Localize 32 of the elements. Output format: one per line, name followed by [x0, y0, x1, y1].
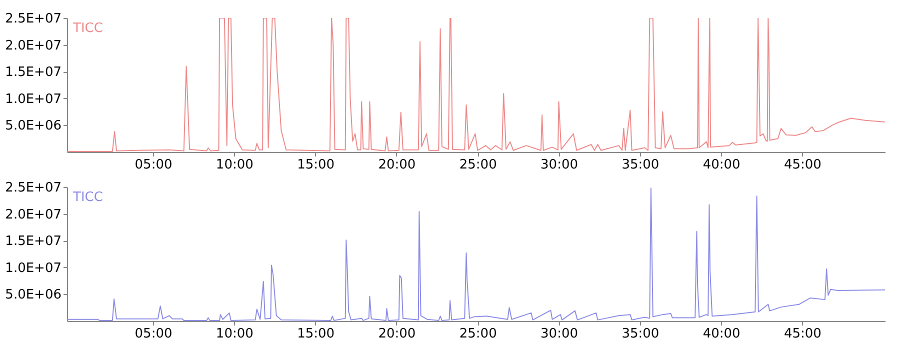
x-tick-label: 05:00	[134, 326, 172, 342]
x-tick-label: 05:00	[134, 158, 172, 172]
line-series	[67, 18, 885, 152]
y-tick-label: 2.0E+07	[5, 38, 62, 54]
y-tick-label: 2.0E+07	[5, 207, 62, 222]
y-tick-label: 5.0E+06	[5, 118, 62, 134]
text: TICC	[72, 190, 103, 205]
y-tick-label: 1.0E+07	[5, 92, 62, 107]
x-tick-label: 45:00	[784, 326, 822, 342]
x-tick-label: 25:00	[459, 326, 497, 342]
line-series	[67, 188, 885, 321]
x-tick-label: 15:00	[297, 326, 335, 342]
y-tick-label: 1.5E+07	[5, 65, 62, 80]
y-tick-label: 2.5E+07	[5, 12, 62, 26]
x-tick-label: 25:00	[459, 158, 497, 172]
x-tick-label: 15:00	[297, 158, 335, 172]
x-tick-label: 45:00	[784, 158, 822, 172]
x-tick-label: 20:00	[378, 158, 416, 172]
x-tick-label: 30:00	[540, 158, 578, 172]
x-tick-label: 40:00	[702, 158, 740, 172]
y-tick-label: 5.0E+06	[5, 288, 62, 303]
x-tick-label: 35:00	[622, 326, 660, 342]
x-tick-label: 10:00	[216, 158, 254, 172]
y-tick-label: 1.0E+07	[5, 260, 62, 276]
y-tick-label: 2.5E+07	[5, 180, 62, 196]
x-tick-label: 30:00	[540, 326, 578, 342]
text: TICC	[72, 21, 103, 36]
x-tick-label: 20:00	[378, 326, 416, 342]
x-tick-label: 40:00	[702, 326, 740, 342]
x-tick-label: 35:00	[622, 158, 660, 172]
y-tick-label: 1.5E+07	[5, 234, 62, 250]
x-tick-label: 10:00	[216, 326, 254, 342]
